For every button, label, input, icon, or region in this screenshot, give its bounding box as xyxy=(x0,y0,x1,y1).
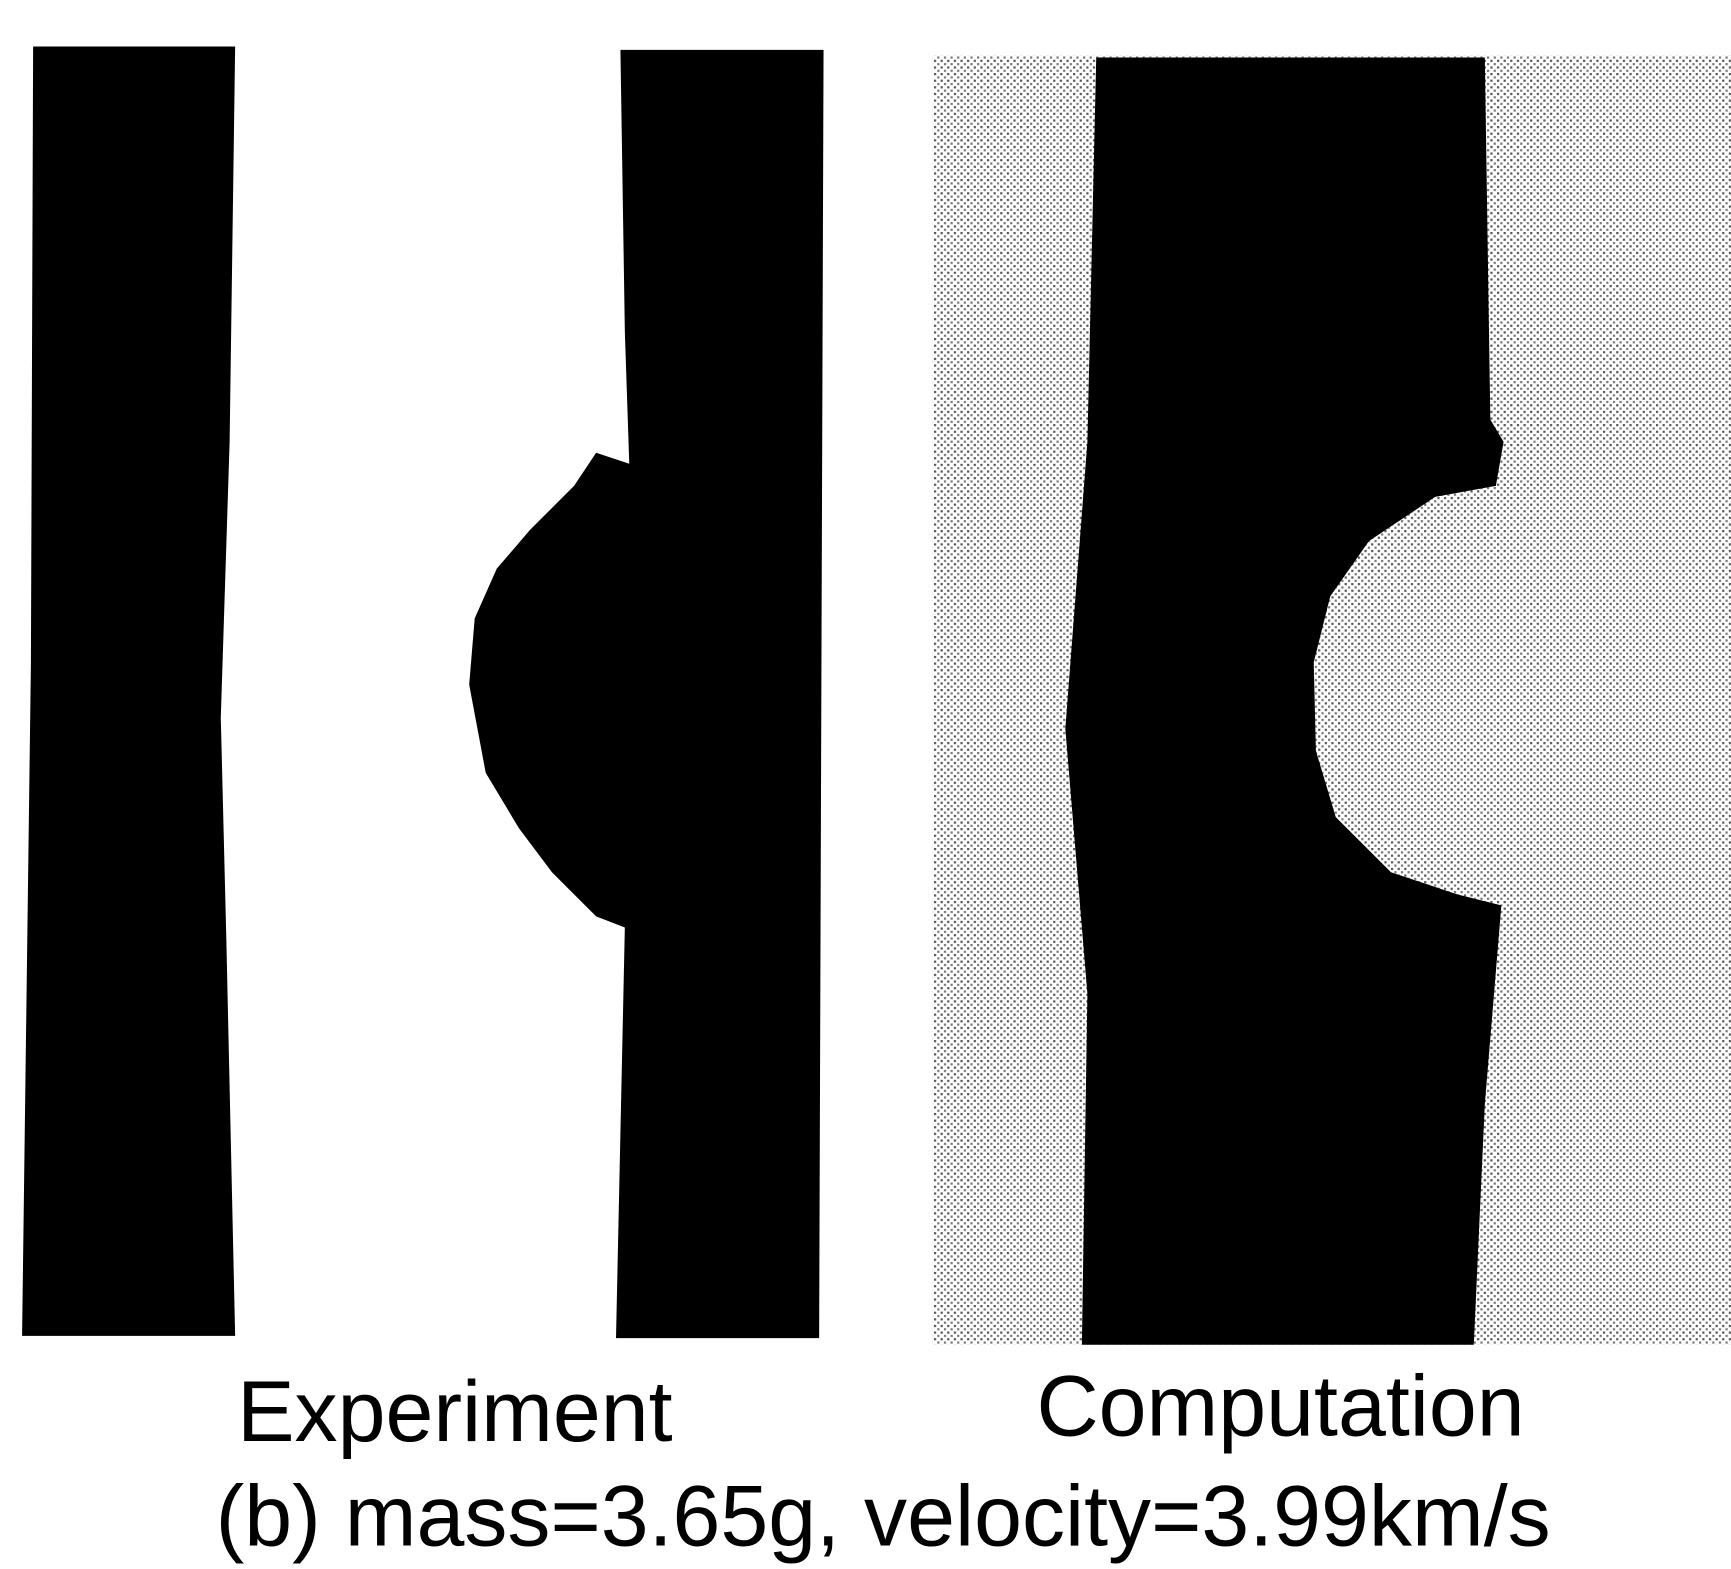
caption: (b) mass=3.65g, velocity=3.99km/s xyxy=(216,1469,1551,1565)
label-computation: Computation xyxy=(1037,1358,1525,1454)
experiment-panel xyxy=(22,47,823,1339)
figure: Experiment Computation (b) mass=3.65g, v… xyxy=(0,0,1731,1569)
computation-panel xyxy=(933,55,1731,1344)
left-plate xyxy=(22,47,235,1336)
label-experiment: Experiment xyxy=(237,1364,673,1460)
right-plate-with-bulge xyxy=(469,50,823,1338)
